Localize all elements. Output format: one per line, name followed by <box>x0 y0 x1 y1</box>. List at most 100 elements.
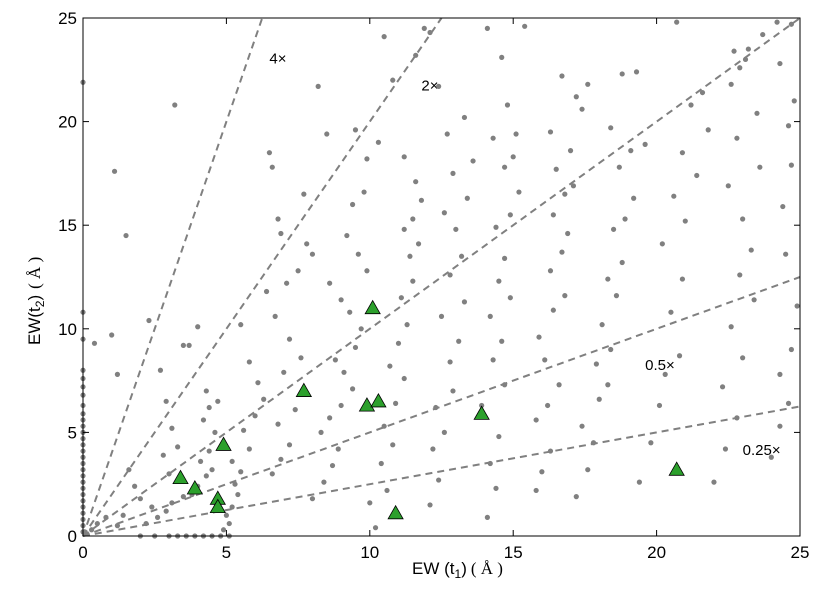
data-point <box>401 375 407 382</box>
data-point <box>711 479 717 485</box>
data-point <box>229 458 235 465</box>
data-point <box>573 94 579 100</box>
data-point <box>301 191 307 197</box>
data-point <box>375 139 382 145</box>
data-point <box>123 232 129 239</box>
y-tick-label: 5 <box>68 423 77 442</box>
data-point <box>493 485 499 491</box>
data-point <box>628 148 634 154</box>
data-point <box>215 398 221 404</box>
data-point <box>220 527 227 533</box>
ratio-line-2 <box>82 17 801 537</box>
ratio-label-4: 0.25× <box>743 442 781 459</box>
data-point <box>344 232 350 239</box>
data-point <box>725 183 731 189</box>
data-point <box>737 65 743 71</box>
data-point <box>559 249 565 255</box>
data-point <box>499 338 505 344</box>
data-point <box>668 309 674 315</box>
ratio-label-1: 2× <box>421 78 438 95</box>
data-point <box>126 467 132 473</box>
data-point <box>378 460 384 467</box>
data-point <box>206 448 212 454</box>
data-point <box>694 172 700 179</box>
data-point <box>545 402 551 409</box>
data-point <box>361 189 367 195</box>
data-point <box>777 423 783 429</box>
data-point <box>286 442 293 448</box>
data-point <box>550 212 556 218</box>
data-point <box>636 479 642 485</box>
data-point <box>484 514 490 520</box>
data-point <box>599 322 605 328</box>
y-tick-label: 0 <box>68 527 77 546</box>
data-point <box>146 317 152 324</box>
ratio-label-0: 4× <box>269 51 286 68</box>
triangle-series <box>172 299 685 520</box>
ratio-line-0 <box>82 17 264 537</box>
data-point <box>722 446 729 452</box>
data-point <box>774 19 780 25</box>
data-point <box>565 230 571 237</box>
data-point <box>447 272 453 278</box>
data-point <box>794 303 800 309</box>
data-point <box>436 477 442 483</box>
data-point <box>447 359 453 365</box>
data-point <box>458 253 465 259</box>
data-point <box>278 230 284 237</box>
data-point <box>754 110 760 116</box>
data-point <box>450 388 456 394</box>
data-point <box>281 369 287 375</box>
data-point <box>163 398 169 404</box>
data-point <box>418 197 425 203</box>
data-point <box>783 251 789 257</box>
data-point <box>398 295 404 301</box>
data-point <box>329 462 336 469</box>
data-point <box>751 297 757 303</box>
data-point <box>593 361 599 367</box>
data-point <box>341 369 347 375</box>
data-point <box>261 396 267 402</box>
data-point <box>203 473 209 479</box>
data-point <box>605 276 611 282</box>
data-point <box>444 131 450 137</box>
data-point <box>395 340 402 346</box>
y-tick-label: 10 <box>58 320 77 339</box>
data-point <box>484 25 490 31</box>
data-point <box>682 218 688 224</box>
data-point <box>321 479 327 485</box>
data-point <box>390 77 396 83</box>
y-tick-label: 15 <box>58 216 77 235</box>
data-point <box>120 512 126 518</box>
triangle-point <box>370 393 387 408</box>
data-point <box>349 386 356 392</box>
data-point <box>338 297 344 303</box>
data-point <box>556 382 562 388</box>
data-point <box>315 83 321 89</box>
data-point <box>114 371 121 377</box>
data-point <box>172 102 178 108</box>
data-point <box>493 224 499 230</box>
data-point <box>605 382 611 388</box>
data-point <box>659 241 665 247</box>
triangle-point <box>172 469 189 485</box>
data-point <box>533 417 539 423</box>
data-point <box>734 415 740 421</box>
triangle-point <box>387 504 404 520</box>
data-point <box>413 179 419 185</box>
data-point <box>275 421 281 427</box>
data-point <box>212 429 218 435</box>
data-point <box>622 216 628 222</box>
data-point <box>513 131 519 137</box>
data-point <box>269 471 275 477</box>
data-point <box>516 189 522 195</box>
data-point <box>674 19 680 25</box>
data-point <box>166 471 172 477</box>
data-point <box>298 355 304 361</box>
data-point <box>788 162 794 168</box>
data-point <box>252 413 258 419</box>
data-point <box>143 520 149 527</box>
ratio-label-3: 0.5× <box>645 357 675 374</box>
x-tick-label: 10 <box>360 543 379 562</box>
data-point <box>745 46 751 52</box>
